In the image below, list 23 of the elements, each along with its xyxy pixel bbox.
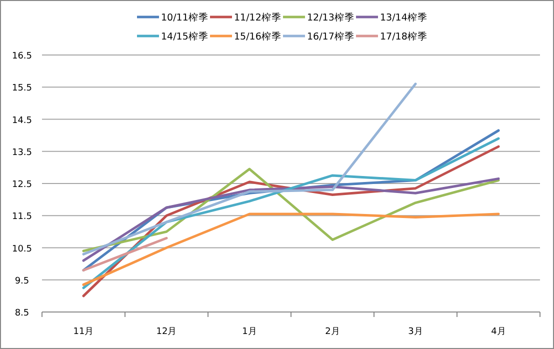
y-tick-label: 10.5: [12, 244, 32, 254]
legend-label: 11/12榨季: [234, 12, 282, 24]
y-tick-label: 9.5: [14, 276, 30, 286]
legend-label: 15/16榨季: [234, 30, 282, 42]
x-tick-label: 4月: [491, 327, 506, 337]
x-tick-label: 1月: [242, 327, 257, 337]
legend-label: 16/17榨季: [307, 30, 354, 42]
y-tick-label: 14.5: [12, 116, 32, 126]
x-tick-label: 2月: [325, 327, 340, 337]
legend-label: 14/15榨季: [161, 30, 208, 42]
x-tick-label: 11月: [73, 327, 94, 337]
y-tick-label: 8.5: [14, 308, 30, 318]
y-tick-label: 12.5: [12, 180, 32, 190]
y-tick-label: 11.5: [12, 212, 32, 222]
legend-label: 13/14榨季: [380, 12, 428, 24]
y-tick-label: 15.5: [12, 84, 32, 94]
x-tick-label: 3月: [408, 327, 423, 337]
y-tick-label: 16.5: [12, 52, 32, 62]
x-tick-label: 12月: [156, 327, 177, 337]
legend-label: 17/18榨季: [380, 30, 428, 42]
y-tick-label: 13.5: [12, 148, 32, 158]
legend-label: 12/13榨季: [307, 12, 354, 24]
legend-label: 10/11榨季: [161, 12, 208, 24]
